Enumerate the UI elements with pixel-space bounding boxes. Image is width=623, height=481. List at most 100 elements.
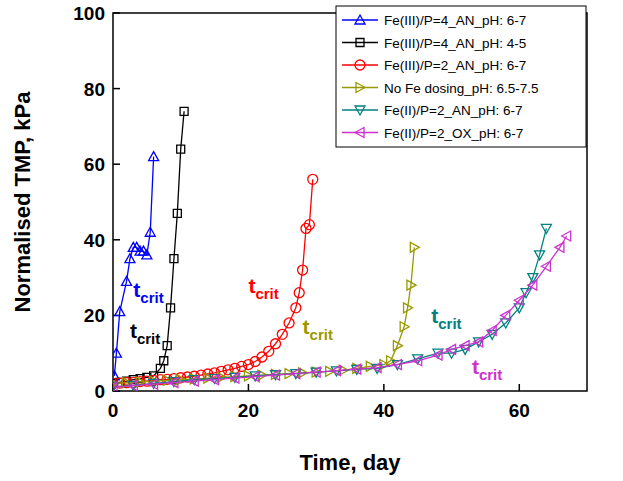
y-tick-label: 40 (84, 230, 105, 251)
data-point (142, 250, 152, 259)
annotation-subscript: crit (140, 289, 163, 306)
annotation-subscript: crit (438, 315, 461, 332)
data-point (514, 295, 523, 305)
series-line (113, 228, 546, 387)
data-point (413, 356, 422, 366)
data-point (230, 373, 239, 383)
y-tick-label: 60 (84, 154, 105, 175)
data-point (277, 329, 287, 339)
legend-line (342, 87, 378, 88)
legend: Fe(III)/P=4_AN_pH: 6-7 Fe(III)/P=4_AN_pH:… (336, 6, 586, 147)
data-point (271, 370, 280, 380)
annotation-subscript: crit (479, 366, 502, 383)
x-tick (519, 384, 521, 391)
data-point (210, 375, 219, 385)
data-point (113, 382, 117, 391)
series-line (113, 247, 414, 383)
annotation: tcrit (303, 315, 333, 343)
chart: 0 20 40 60 0 20 40 60 80 100 Time, day Normalised T… (0, 0, 623, 481)
data-point (169, 378, 178, 388)
data-point (284, 318, 294, 328)
data-point (474, 337, 483, 347)
chart-container: 0 20 40 60 0 20 40 60 80 100 Time, day Normalised T… (0, 0, 623, 481)
data-point (460, 341, 469, 351)
y-tick-label: 0 (94, 381, 105, 402)
annotation: tcrit (248, 274, 278, 302)
x-tick (383, 384, 385, 391)
data-point (400, 322, 409, 332)
annotation-subscript: crit (255, 285, 278, 302)
data-point (271, 339, 281, 349)
data-point (115, 307, 125, 316)
data-point (331, 366, 340, 376)
data-point (298, 265, 308, 275)
data-point (528, 280, 537, 290)
legend-marker (356, 39, 364, 47)
data-point (541, 224, 551, 233)
series-line (113, 179, 313, 383)
data-point (555, 242, 564, 252)
data-point (308, 174, 318, 184)
y-tick-label: 80 (84, 79, 105, 100)
y-tick (113, 12, 120, 14)
y-tick-label: 100 (73, 3, 105, 24)
data-point (237, 361, 247, 371)
data-point (393, 341, 402, 351)
legend-line (342, 109, 378, 110)
data-point (257, 352, 267, 362)
x-tick (248, 384, 250, 391)
legend-box (336, 6, 586, 147)
data-point (352, 364, 361, 374)
annotation: tcrit (472, 355, 502, 383)
y-tick (113, 88, 120, 90)
data-point (149, 152, 159, 161)
x-axis-title: Time, day (299, 450, 401, 475)
data-point (125, 254, 135, 263)
legend-line (342, 19, 378, 20)
data-point (128, 381, 137, 391)
data-point (311, 367, 320, 377)
data-point (535, 251, 545, 260)
annotation: tcrit (431, 304, 461, 332)
x-tick-label: 0 (108, 400, 119, 421)
data-point (410, 242, 419, 252)
legend-marker (356, 83, 365, 93)
legend-label: Fe(III)/P=2_AN_pH: 6-7 (384, 58, 526, 73)
data-point (170, 255, 178, 263)
data-point (122, 276, 132, 285)
data-point (163, 342, 171, 350)
x-tick-label: 20 (238, 400, 259, 421)
x-tick-label: 60 (509, 400, 530, 421)
data-point (487, 326, 496, 336)
series-line (113, 236, 567, 387)
legend-marker (355, 128, 364, 138)
data-point (294, 288, 304, 298)
data-point (433, 350, 442, 360)
data-point (177, 145, 185, 153)
legend-line (342, 132, 378, 133)
legend-label: Fe(III)/P=4_AN_pH: 6-7 (384, 13, 526, 28)
data-layer (113, 107, 571, 391)
data-point (541, 261, 550, 271)
data-point (501, 310, 510, 320)
y-axis-title: Normalised TMP, kPa (10, 91, 35, 313)
data-point (167, 304, 175, 312)
data-point (156, 364, 164, 372)
data-point (304, 220, 314, 230)
legend-label: Fe(II)/P=2_OX_pH: 6-7 (384, 126, 523, 141)
legend-label: Fe(III)/P=4_AN_pH: 4-5 (384, 36, 526, 51)
data-point (173, 209, 181, 217)
x-tick-label: 40 (373, 400, 394, 421)
data-point (160, 357, 168, 365)
legend-line (342, 42, 378, 43)
y-tick (113, 239, 120, 241)
annotation: tcrit (133, 278, 163, 306)
annotation-subscript: crit (137, 330, 160, 347)
legend-label: No Fe dosing_pH: 6.5-7.5 (384, 81, 539, 96)
data-point (145, 227, 155, 236)
annotation: tcrit (130, 319, 160, 347)
y-tick-label: 20 (84, 305, 105, 326)
data-point (189, 376, 198, 386)
legend-marker (355, 15, 365, 24)
data-point (447, 344, 456, 354)
